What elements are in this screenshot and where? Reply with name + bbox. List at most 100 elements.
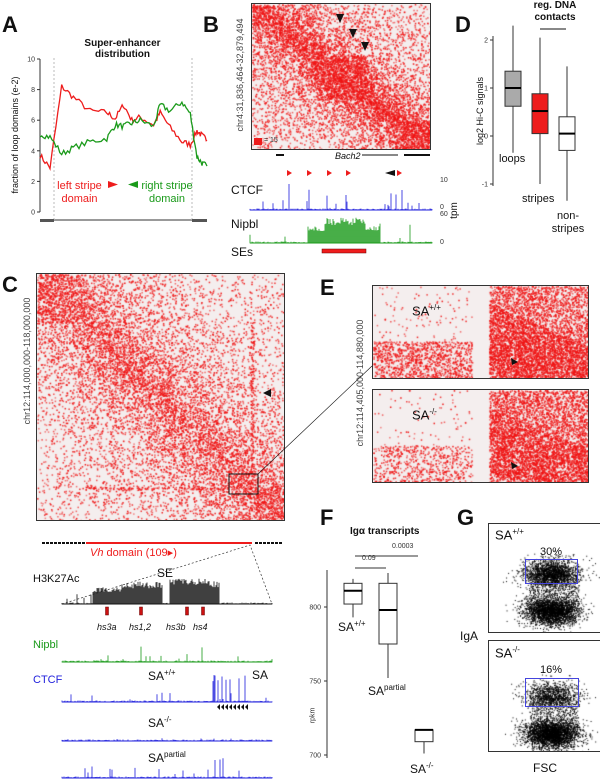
e-ko-label: SA-/- — [412, 407, 437, 422]
ctcf-track-label: CTCF — [231, 183, 263, 197]
ctcf-motif-icon — [217, 704, 220, 710]
e-arrowhead-icon — [511, 462, 518, 469]
e-wt-base: SA — [412, 303, 430, 319]
gene-label-bach2: Bach2 — [335, 151, 361, 161]
f-partial-sup: partial — [384, 683, 406, 692]
hs-site-marker — [201, 606, 205, 616]
iga-gate-wt — [525, 559, 578, 584]
ko-sup: -/- — [164, 715, 172, 724]
ctcf-partial-label: SApartial — [148, 750, 186, 765]
e-ko-sup: -/- — [429, 407, 437, 416]
facs-plot-wt — [488, 523, 600, 633]
f-box-SA-/- — [414, 729, 434, 743]
g-wt-sup: +/+ — [512, 527, 524, 536]
g-wt-label: SA+/+ — [495, 527, 524, 542]
panel-label-b: B — [203, 12, 219, 37]
se-label: SE — [157, 566, 174, 580]
ctcf-motif-icon — [221, 704, 224, 710]
f-ytick-label: 750 — [309, 679, 321, 686]
title-line-1: Super-enhancer — [84, 38, 161, 49]
d-ytick-label: -1 — [482, 182, 488, 189]
scale-swatch — [254, 138, 262, 145]
panel-label-c: C — [2, 272, 18, 297]
zoom-region-box — [228, 473, 259, 495]
ctcf-forward-motif-icon — [287, 170, 292, 176]
wt-sup: +/+ — [164, 668, 176, 677]
loop-arrowhead-icon — [361, 42, 369, 51]
h3k27ac-signal — [61, 578, 273, 605]
b-nipbl-signal — [249, 217, 433, 244]
vh-domain-label: Vh domain (109▸) — [90, 546, 177, 559]
hs3b-label: hs3b — [166, 622, 186, 632]
f-partial-label: SApartial — [368, 683, 406, 698]
g-ko-sup: -/- — [512, 645, 520, 654]
ko-base: SA — [148, 716, 165, 730]
e-ko-base: SA — [412, 407, 430, 423]
e-wt-sup: +/+ — [429, 303, 441, 312]
a-ytick-label: 4 — [31, 148, 35, 155]
ses-track-label: SEs — [231, 245, 254, 259]
stripes-label: stripes — [522, 193, 555, 205]
iga-gate-ko — [525, 678, 579, 707]
right-label-line-2: domain — [148, 193, 186, 205]
f-box-SA+/+ — [343, 582, 363, 605]
nipbl-track-label: Nipbl — [231, 217, 259, 231]
title-line-2: distribution — [95, 49, 150, 60]
vh-italic: Vh — [90, 547, 104, 559]
left-label-line-1: left stripe — [57, 180, 102, 192]
vh-suffix: domain (109▸) — [103, 547, 177, 559]
p-value-00003: 0.0003 — [392, 543, 414, 550]
panel-f-title: Igα transcripts — [350, 526, 420, 537]
sa-label: SA — [252, 668, 269, 682]
ctcf-wt-label: SA+/+ — [148, 668, 176, 683]
right-label-line-1: right stripe — [141, 180, 193, 192]
nipbl-min: 0 — [440, 239, 444, 246]
f-wt-sup: +/+ — [354, 619, 366, 628]
a-ytick-label: 10 — [27, 57, 35, 64]
panel-label-e: E — [320, 275, 335, 300]
e-wt-label: SA+/+ — [412, 303, 441, 318]
f-wt-base: SA — [338, 620, 355, 634]
ctcf-motif-icon — [237, 704, 240, 710]
wt-base: SA — [148, 669, 165, 683]
left-label-line-2: domain — [61, 193, 98, 205]
hs4-label: hs4 — [193, 622, 208, 632]
bach2-hic-heatmap — [251, 3, 431, 150]
ctcf-forward-motif-icon — [327, 170, 332, 176]
series-line-0 — [39, 84, 208, 171]
ctcf-wt-signal — [61, 675, 273, 703]
panel-a-title: Super-enhancer distribution — [80, 38, 165, 60]
ctcf-motif-icon — [229, 704, 232, 710]
zoom-connector-line — [257, 365, 373, 475]
series-line-1 — [39, 100, 208, 167]
a-ytick-label: 6 — [31, 118, 35, 125]
non-stripes-label: non-stripes — [551, 210, 585, 235]
g-wt-base: SA — [495, 527, 513, 543]
ctcf-partial-signal — [61, 758, 273, 779]
hs-site-marker — [185, 606, 189, 616]
right-arrow-icon — [108, 181, 118, 188]
d-ytick-label: 0 — [484, 134, 488, 141]
f-ko-label: SA-/- — [410, 761, 434, 776]
d-ytick-label: 2 — [484, 38, 488, 45]
ctcf-forward-motif-icon — [346, 170, 351, 176]
g-ko-base: SA — [495, 645, 513, 661]
left-arrow-icon — [128, 181, 138, 188]
panel-label-g: G — [457, 505, 475, 530]
c-ctcf-label: CTCF — [33, 674, 63, 686]
partial-sup: partial — [164, 750, 186, 759]
a-ytick-label: 0 — [31, 210, 35, 217]
stripe-arrowhead-icon — [263, 389, 271, 397]
panel-label-d: D — [455, 12, 471, 37]
e-ko-hic-heatmap — [372, 389, 589, 483]
super-enhancer-bar — [321, 248, 367, 254]
f-ko-sup: -/- — [426, 761, 434, 770]
iga-axis-label: IgA — [460, 629, 479, 643]
hs-site-marker — [139, 606, 143, 616]
loops-label: loops — [499, 153, 526, 165]
nipbl-max: 60 — [440, 211, 448, 218]
vh-locus-hic-heatmap — [36, 273, 285, 521]
se-zoom-lines — [61, 544, 273, 605]
